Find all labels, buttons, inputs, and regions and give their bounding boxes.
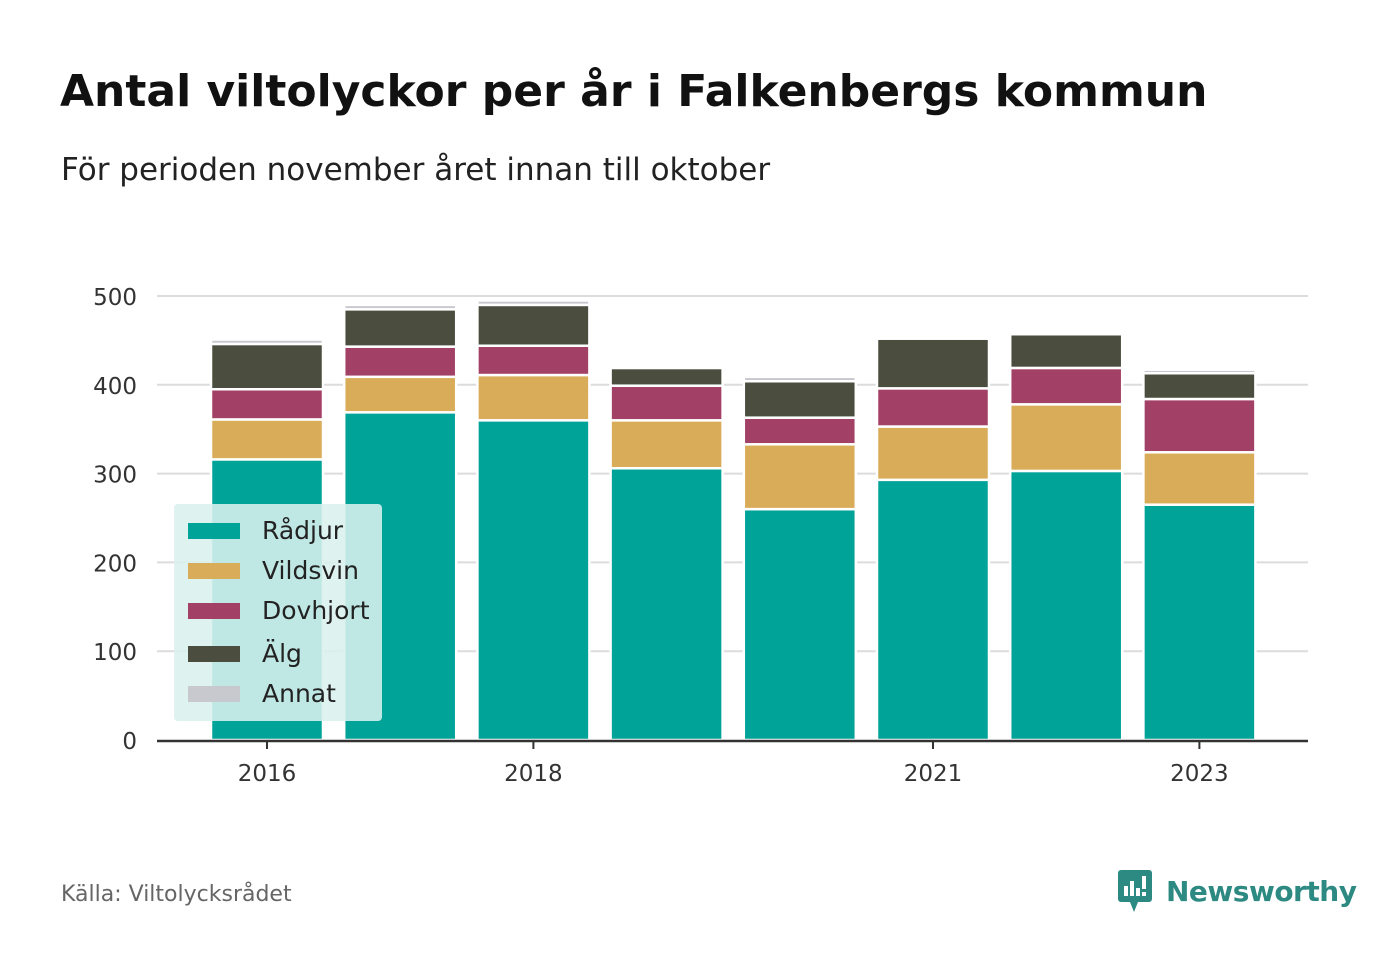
y-tick-label-0: 0 [122, 729, 137, 755]
bar-segment-vildsvin-2020 [742, 443, 858, 511]
newsworthy-logo-icon [1118, 870, 1152, 912]
bar-segment-dovhjort-2021 [875, 387, 991, 428]
y-tick-label-300: 300 [93, 463, 137, 489]
bar-segment-annat-2021 [875, 336, 991, 340]
brand-name: Newsworthy [1166, 874, 1357, 908]
bar-segment-alg-2016 [209, 342, 325, 391]
legend-item-dovhjort[interactable]: Dovhjort [188, 596, 370, 625]
chart-title: Antal viltolyckor per år i Falkenbergs k… [60, 66, 1208, 117]
legend-item-vildsvin[interactable]: Vildsvin [188, 556, 359, 585]
legend-label-annat: Annat [262, 679, 336, 708]
legend-label-vildsvin: Vildsvin [262, 556, 359, 585]
bar-segment-annat-2019 [609, 365, 724, 370]
bar-segment-alg-2022 [1008, 332, 1124, 370]
x-tick-label-2016: 2016 [238, 761, 297, 787]
y-tick-label-400: 400 [93, 374, 137, 400]
bar-segment-alg-2018 [476, 303, 591, 347]
legend-swatch-dovhjort [188, 602, 240, 619]
bar-segment-dovhjort-2018 [476, 344, 591, 377]
bar-segment-vildsvin-2023 [1142, 451, 1257, 506]
x-tick-label-2021: 2021 [904, 761, 963, 787]
bar-segment-radjur-2020 [742, 507, 858, 742]
bar-segment-annat-2018 [476, 299, 591, 307]
x-tick-label-2023: 2023 [1170, 761, 1229, 787]
bar-segment-alg-2017 [342, 308, 458, 348]
x-tick-label-2018: 2018 [504, 761, 563, 787]
legend-item-annat[interactable]: Annat [188, 679, 336, 708]
bar-segment-dovhjort-2019 [609, 384, 724, 422]
chart-subtitle: För perioden november året innan till ok… [61, 152, 771, 188]
bar-segment-dovhjort-2016 [209, 387, 325, 421]
bar-segment-alg-2021 [875, 337, 991, 390]
bar-segment-alg-2019 [609, 366, 724, 387]
legend-label-dovhjort: Dovhjort [262, 596, 370, 625]
bar-segment-vildsvin-2021 [875, 425, 991, 482]
bar-segment-annat-2017 [342, 303, 458, 311]
bar-segment-dovhjort-2022 [1008, 366, 1124, 406]
bar-segment-radjur-2021 [875, 478, 991, 742]
bar-segment-radjur-2019 [609, 467, 724, 742]
bar-segment-vildsvin-2019 [609, 419, 724, 470]
bar-segment-radjur-2023 [1142, 503, 1257, 742]
legend-label-radjur: Rådjur [262, 516, 344, 545]
bar-segment-annat-2020 [742, 375, 858, 383]
bar-segment-vildsvin-2016 [209, 418, 325, 461]
brand-logo[interactable]: Newsworthy [1118, 868, 1357, 914]
bar-segment-radjur-2022 [1008, 469, 1124, 742]
bar-segment-annat-2023 [1142, 368, 1257, 375]
legend-swatch-vildsvin [188, 562, 240, 579]
y-tick-label-200: 200 [93, 551, 137, 577]
y-tick-label-100: 100 [93, 640, 137, 666]
legend-label-alg: Älg [262, 639, 302, 668]
bar-segment-radjur-2018 [476, 419, 591, 742]
legend-swatch-radjur [188, 522, 240, 539]
source-note: Källa: Viltolycksrådet [61, 882, 292, 907]
bar-segment-alg-2023 [1142, 372, 1257, 401]
legend-item-radjur[interactable]: Rådjur [188, 516, 343, 545]
legend-swatch-annat [188, 685, 240, 702]
bar-segment-vildsvin-2022 [1008, 403, 1124, 473]
y-tick-label-500: 500 [93, 285, 137, 311]
legend-swatch-alg [188, 645, 240, 662]
bar-segment-dovhjort-2023 [1142, 397, 1257, 454]
chart-legend: Rådjur Vildsvin Dovhjort Älg Annat [174, 504, 382, 721]
legend-item-alg[interactable]: Älg [188, 639, 302, 668]
bar-segment-vildsvin-2018 [476, 373, 591, 422]
bar-segment-annat-2022 [1008, 331, 1124, 336]
bar-segment-annat-2016 [209, 338, 325, 346]
bar-segment-dovhjort-2017 [342, 345, 458, 379]
bar-segment-dovhjort-2020 [742, 416, 858, 446]
bar-segment-vildsvin-2017 [342, 375, 458, 414]
bar-segment-alg-2020 [742, 379, 858, 419]
